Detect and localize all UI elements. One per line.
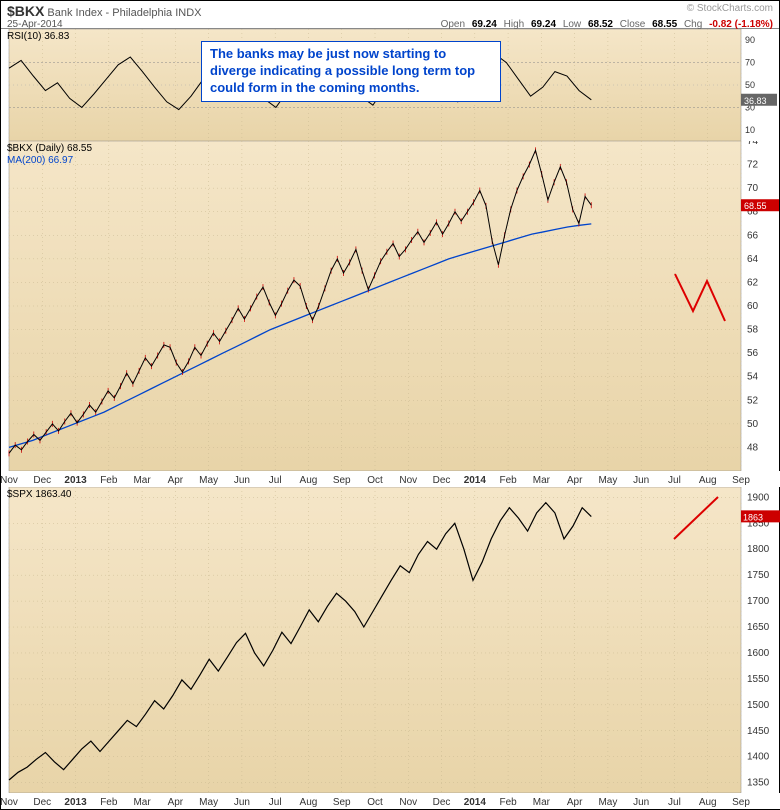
ticker-symbol: $BKX (7, 3, 44, 19)
svg-text:Nov: Nov (1, 797, 18, 808)
svg-text:56: 56 (747, 348, 759, 359)
svg-text:Oct: Oct (367, 475, 383, 486)
attribution: © StockCharts.com (687, 3, 773, 14)
svg-text:Dec: Dec (433, 797, 451, 808)
spx-chart-svg: 1350 1400 1450 1500 1550 1600 1650 1700 1750 1800… (1, 487, 780, 793)
svg-text:Mar: Mar (533, 475, 551, 486)
svg-text:1650: 1650 (747, 622, 770, 633)
svg-text:1350: 1350 (747, 778, 770, 789)
svg-text:Feb: Feb (100, 475, 118, 486)
svg-text:70: 70 (745, 58, 755, 68)
spx-price-panel: $SPX 1863.40 1350 1400 1450 1500 1550 1600 165… (1, 487, 779, 793)
svg-text:48: 48 (747, 442, 759, 453)
svg-text:Dec: Dec (433, 475, 451, 486)
svg-text:68.55: 68.55 (744, 201, 767, 211)
svg-text:62: 62 (747, 277, 759, 288)
svg-text:60: 60 (747, 301, 759, 312)
spx-xaxis-svg: Nov Dec 2013 Feb Mar Apr May Jun Jul Aug Sep Oct Nov… (1, 793, 780, 809)
chart-header: $BKX Bank Index - Philadelphia INDX © St… (1, 1, 779, 29)
svg-text:Jun: Jun (633, 475, 649, 486)
svg-text:1900: 1900 (747, 492, 770, 503)
svg-text:Jul: Jul (269, 797, 282, 808)
svg-text:2014: 2014 (464, 475, 487, 486)
svg-text:Nov: Nov (399, 475, 417, 486)
svg-text:Jul: Jul (668, 475, 681, 486)
svg-text:Jun: Jun (234, 797, 250, 808)
svg-text:Sep: Sep (732, 797, 750, 808)
svg-text:50: 50 (747, 419, 759, 430)
svg-text:1800: 1800 (747, 544, 770, 555)
svg-text:2013: 2013 (64, 475, 87, 486)
svg-text:2013: 2013 (64, 797, 87, 808)
svg-text:2014: 2014 (464, 797, 487, 808)
svg-text:1863: 1863 (743, 512, 763, 522)
svg-text:52: 52 (747, 395, 759, 406)
ma200-label: MA(200) 66.97 (7, 155, 73, 166)
svg-text:Jul: Jul (668, 797, 681, 808)
svg-text:Sep: Sep (333, 797, 351, 808)
bkx-price-panel: $BKX (Daily) 68.55 MA(200) 66.97 48 50 52 5… (1, 141, 779, 471)
svg-text:Aug: Aug (300, 475, 318, 486)
svg-text:May: May (598, 797, 617, 808)
svg-text:Aug: Aug (699, 475, 717, 486)
svg-text:Jun: Jun (234, 475, 250, 486)
svg-text:58: 58 (747, 325, 759, 336)
svg-text:90: 90 (745, 35, 755, 45)
bkx-chart-svg: 485052545658606264666870727468.55 (1, 141, 780, 471)
bkx-label: $BKX (Daily) 68.55 (7, 143, 92, 154)
svg-text:Mar: Mar (533, 797, 551, 808)
svg-text:1450: 1450 (747, 726, 770, 737)
svg-text:May: May (598, 475, 617, 486)
svg-text:36.83: 36.83 (744, 96, 767, 106)
svg-text:1550: 1550 (747, 674, 770, 685)
svg-text:Jun: Jun (633, 797, 649, 808)
svg-text:Dec: Dec (33, 797, 51, 808)
bkx-x-axis: Nov Dec 2013 Feb Mar Apr May Jun Jul Aug Sep Oct Nov… (1, 471, 779, 487)
svg-text:Aug: Aug (300, 797, 318, 808)
bkx-xaxis-svg: Nov Dec 2013 Feb Mar Apr May Jun Jul Aug Sep Oct Nov… (1, 471, 780, 487)
svg-text:64: 64 (747, 254, 759, 265)
svg-text:1400: 1400 (747, 752, 770, 763)
svg-text:Feb: Feb (499, 797, 517, 808)
svg-text:Apr: Apr (567, 475, 583, 486)
svg-text:Apr: Apr (168, 475, 184, 486)
svg-text:74: 74 (747, 141, 759, 147)
svg-text:Apr: Apr (567, 797, 583, 808)
svg-text:Aug: Aug (699, 797, 717, 808)
svg-text:Dec: Dec (33, 475, 51, 486)
svg-text:Sep: Sep (333, 475, 351, 486)
svg-text:May: May (199, 797, 218, 808)
svg-text:72: 72 (747, 160, 759, 171)
svg-text:1500: 1500 (747, 700, 770, 711)
svg-text:70: 70 (747, 183, 759, 194)
svg-text:1600: 1600 (747, 648, 770, 659)
annotation-callout: The banks may be just now starting to di… (201, 41, 501, 102)
svg-text:May: May (199, 475, 218, 486)
svg-text:Nov: Nov (399, 797, 417, 808)
svg-text:50: 50 (745, 80, 755, 90)
svg-text:54: 54 (747, 372, 759, 383)
stock-chart-container: $BKX Bank Index - Philadelphia INDX © St… (0, 0, 780, 810)
svg-text:Mar: Mar (133, 475, 151, 486)
spx-label: $SPX 1863.40 (7, 489, 72, 500)
svg-text:Oct: Oct (367, 797, 383, 808)
rsi-label: RSI(10) 36.83 (7, 31, 69, 42)
svg-text:1700: 1700 (747, 596, 770, 607)
svg-text:66: 66 (747, 230, 759, 241)
svg-text:Apr: Apr (168, 797, 184, 808)
ticker-description: Bank Index - Philadelphia INDX (47, 7, 201, 19)
svg-text:Sep: Sep (732, 475, 750, 486)
svg-text:Feb: Feb (100, 797, 118, 808)
svg-text:Mar: Mar (133, 797, 151, 808)
svg-text:Feb: Feb (499, 475, 517, 486)
spx-x-axis: Nov Dec 2013 Feb Mar Apr May Jun Jul Aug Sep Oct Nov… (1, 793, 779, 809)
svg-text:Jul: Jul (269, 475, 282, 486)
svg-text:Nov: Nov (1, 475, 18, 486)
svg-text:10: 10 (745, 125, 755, 135)
svg-text:1750: 1750 (747, 570, 770, 581)
